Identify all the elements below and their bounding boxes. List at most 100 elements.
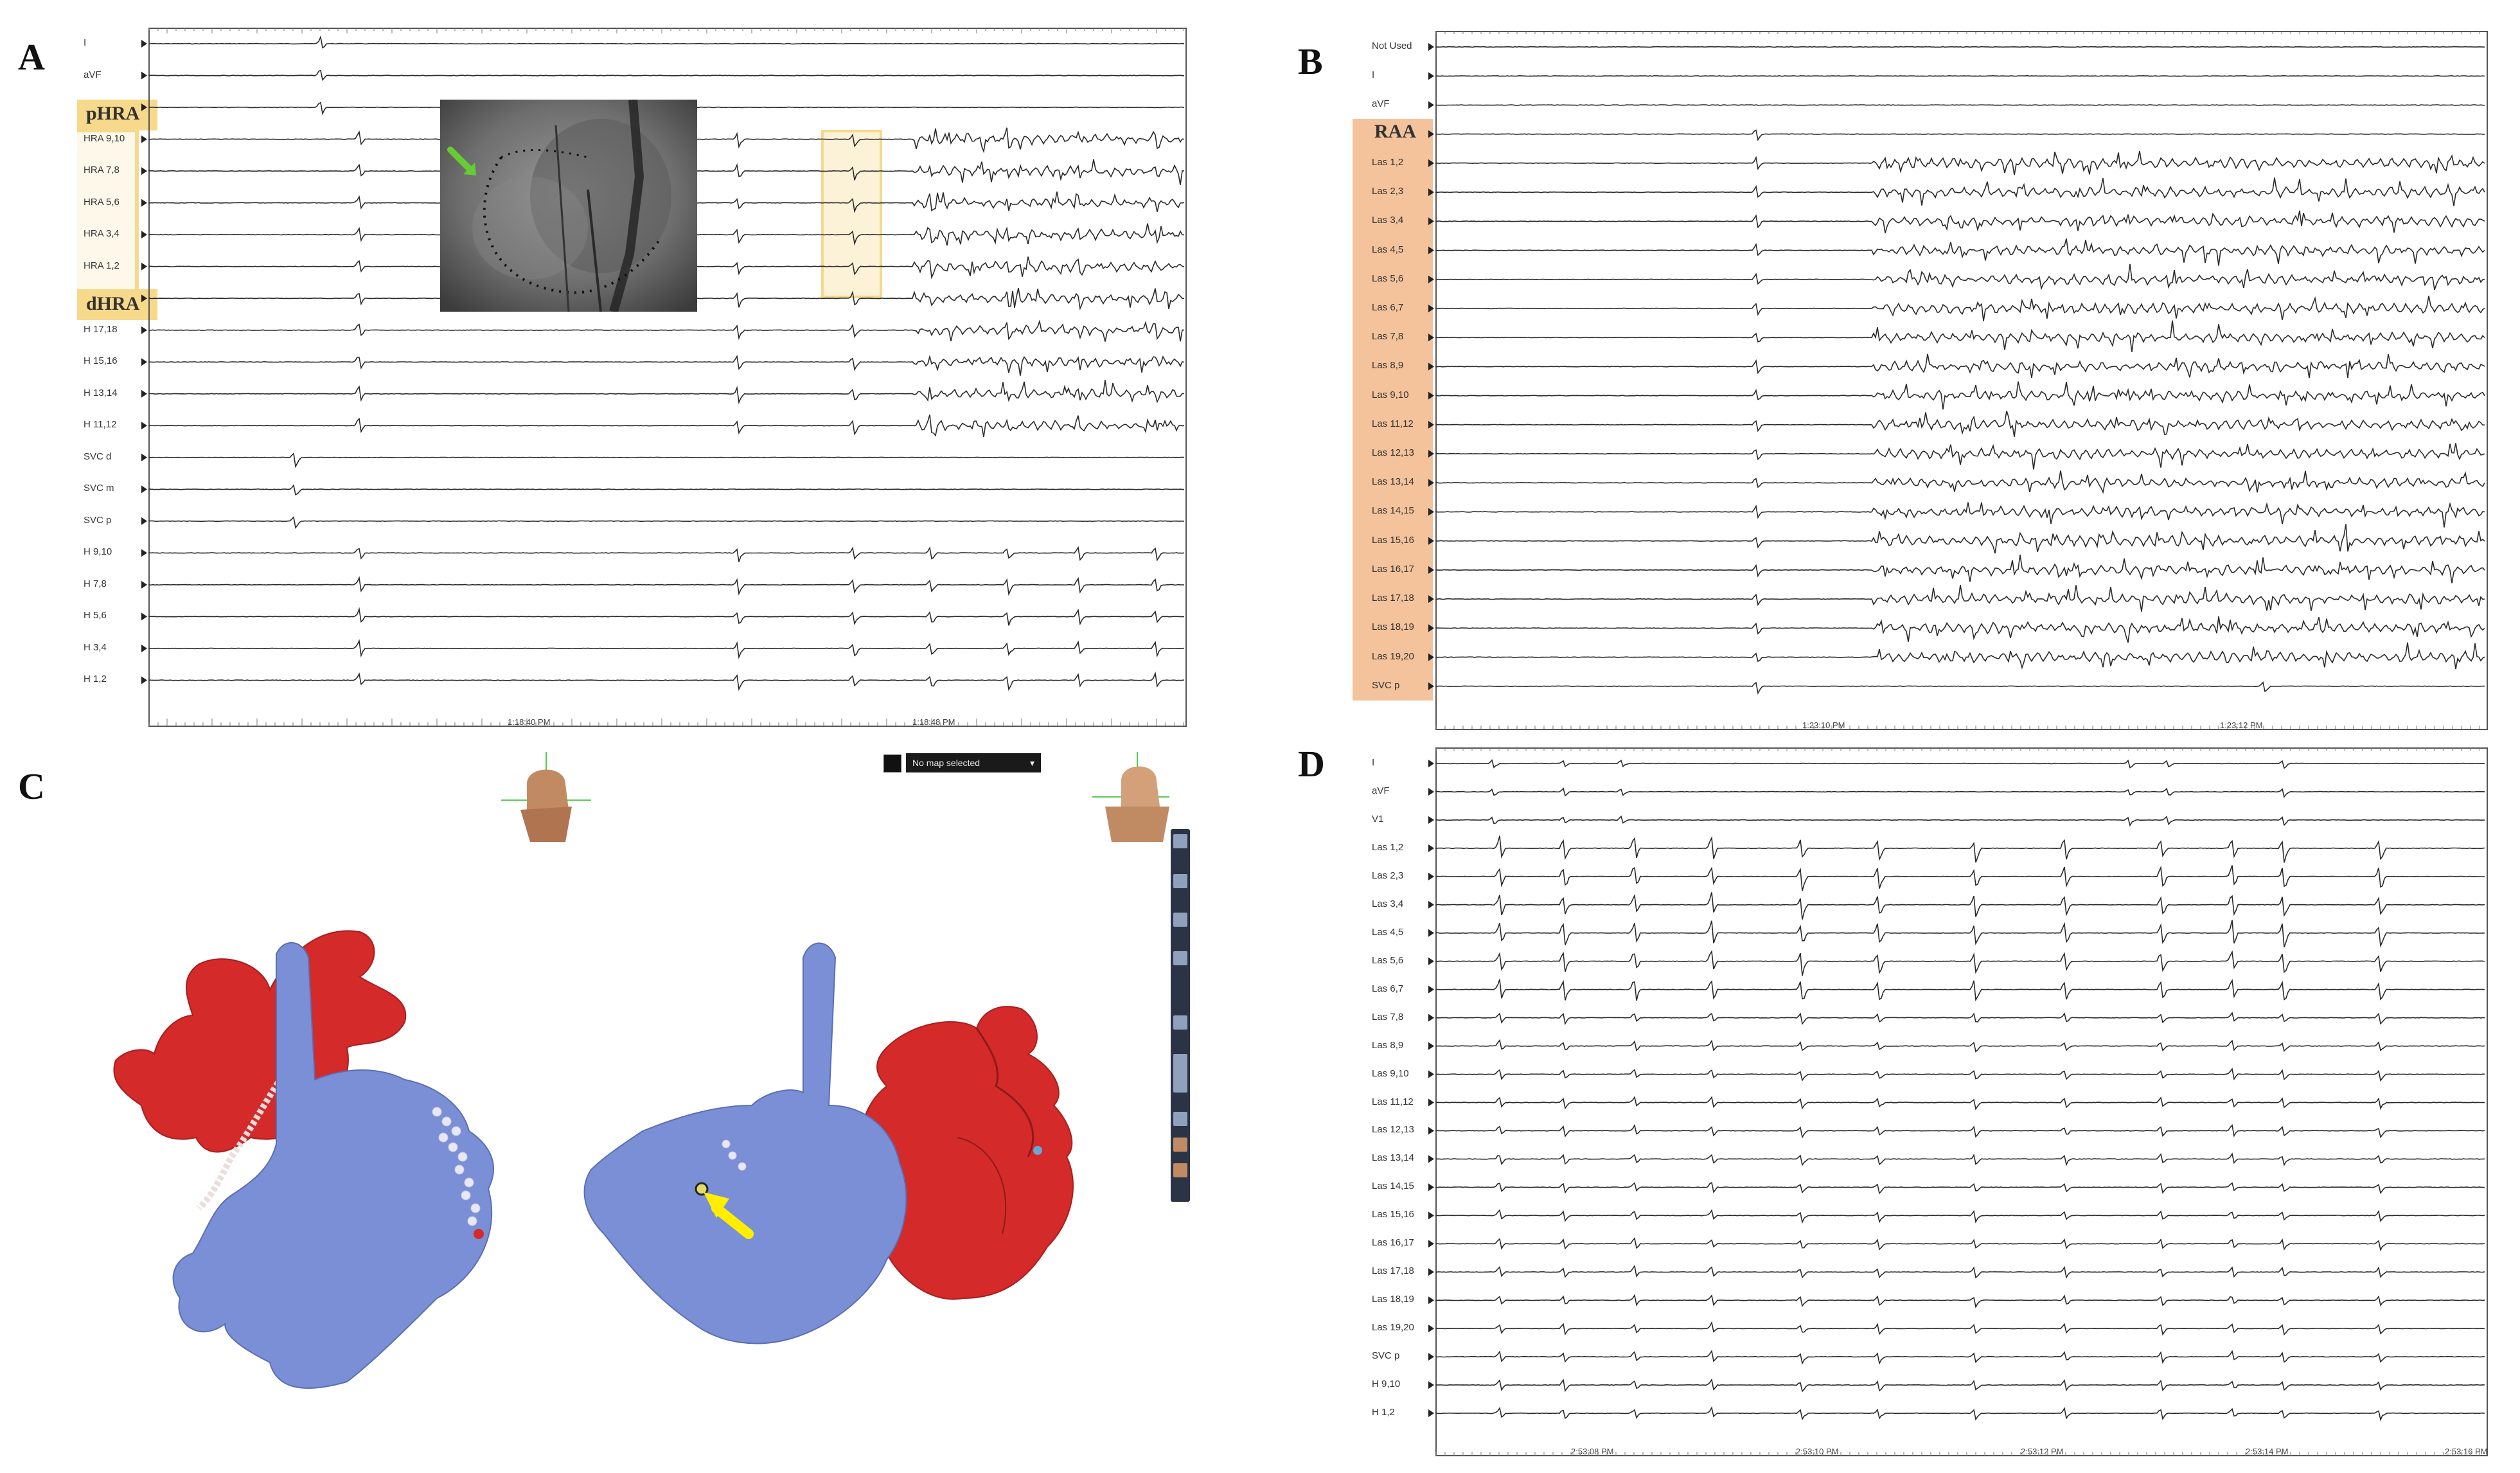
channel-marker[interactable] bbox=[1428, 682, 1434, 690]
electrogram-trace bbox=[1435, 616, 2485, 643]
channel-marker[interactable] bbox=[141, 135, 147, 143]
channel-marker[interactable] bbox=[1428, 1381, 1434, 1389]
channel-marker[interactable] bbox=[141, 453, 147, 461]
pan-tool-button[interactable] bbox=[1173, 913, 1187, 927]
channel-marker[interactable] bbox=[1428, 624, 1434, 632]
channel-marker[interactable] bbox=[1428, 246, 1434, 254]
view-tool-button[interactable] bbox=[1173, 1138, 1187, 1152]
map-select-dropdown[interactable]: No map selected ▾ bbox=[906, 753, 1041, 772]
time-label: 2:53:14 PM bbox=[2246, 1447, 2289, 1456]
channel-label: H 15,16 bbox=[84, 355, 118, 367]
channel-marker[interactable] bbox=[1428, 217, 1434, 226]
channel-marker[interactable] bbox=[1428, 1098, 1434, 1107]
channel-marker[interactable] bbox=[1428, 391, 1434, 400]
reset-view-button[interactable] bbox=[1173, 951, 1187, 965]
channel-marker[interactable] bbox=[1428, 1070, 1434, 1078]
display-tool-button[interactable] bbox=[1173, 1015, 1187, 1030]
channel-marker[interactable] bbox=[141, 580, 147, 589]
channel-marker[interactable] bbox=[1428, 1211, 1434, 1220]
channel-label: Not Used bbox=[1372, 40, 1412, 51]
tag-tool-button[interactable] bbox=[1173, 1112, 1187, 1126]
channel-marker[interactable] bbox=[1428, 479, 1434, 487]
channel-marker[interactable] bbox=[1428, 1127, 1434, 1135]
channel-marker[interactable] bbox=[1428, 957, 1434, 965]
time-label: 1:23:12 PM bbox=[2220, 720, 2263, 730]
view-tool-button-2[interactable] bbox=[1173, 1163, 1187, 1177]
channel-marker[interactable] bbox=[1428, 159, 1434, 167]
channel-marker[interactable] bbox=[141, 103, 147, 112]
channel-marker[interactable] bbox=[1428, 334, 1434, 342]
channel-marker[interactable] bbox=[1428, 566, 1434, 574]
channel-marker[interactable] bbox=[1428, 130, 1434, 138]
channel-marker[interactable] bbox=[1428, 929, 1434, 937]
channel-marker[interactable] bbox=[1428, 1268, 1434, 1276]
channel-marker[interactable] bbox=[1428, 275, 1434, 283]
electrogram-trace bbox=[1435, 1321, 2485, 1336]
channel-marker[interactable] bbox=[141, 262, 147, 271]
channel-label: Las 5,6 bbox=[1372, 272, 1404, 284]
channel-marker[interactable] bbox=[1428, 188, 1434, 197]
rotate-tool-button[interactable] bbox=[1173, 874, 1187, 888]
channel-marker[interactable] bbox=[1428, 1183, 1434, 1192]
channel-marker[interactable] bbox=[141, 422, 147, 430]
channel-marker[interactable] bbox=[1428, 1325, 1434, 1333]
channel-marker[interactable] bbox=[1428, 304, 1434, 312]
channel-marker[interactable] bbox=[1428, 1409, 1434, 1418]
channel-marker[interactable] bbox=[1428, 537, 1434, 545]
channel-marker[interactable] bbox=[141, 199, 147, 207]
time-label: 1:18:40 PM bbox=[508, 717, 551, 727]
channel-marker[interactable] bbox=[1428, 1155, 1434, 1163]
channel-label: Las 1,2 bbox=[1372, 841, 1404, 853]
channel-marker[interactable] bbox=[1428, 1042, 1434, 1050]
channel-marker[interactable] bbox=[141, 231, 147, 239]
channel-marker[interactable] bbox=[1428, 653, 1434, 661]
channel-marker[interactable] bbox=[141, 326, 147, 334]
channel-marker[interactable] bbox=[141, 612, 147, 621]
channel-marker[interactable] bbox=[141, 485, 147, 494]
channel-marker[interactable] bbox=[141, 549, 147, 557]
channel-marker[interactable] bbox=[1428, 900, 1434, 909]
channel-marker[interactable] bbox=[1428, 985, 1434, 994]
channel-marker[interactable] bbox=[141, 71, 147, 80]
channel-marker[interactable] bbox=[1428, 872, 1434, 880]
channel-marker[interactable] bbox=[141, 294, 147, 303]
channel-marker[interactable] bbox=[141, 517, 147, 525]
channel-marker[interactable] bbox=[1428, 1240, 1434, 1248]
channel-marker[interactable] bbox=[1428, 1296, 1434, 1305]
electrogram-trace bbox=[1435, 865, 2485, 891]
map-toggle-button[interactable] bbox=[883, 754, 901, 772]
channel-label: Las 9,10 bbox=[1372, 1067, 1409, 1079]
channel-marker[interactable] bbox=[1428, 816, 1434, 824]
channel-marker[interactable] bbox=[141, 40, 147, 48]
channel-marker[interactable] bbox=[141, 676, 147, 684]
electrogram-trace bbox=[1435, 1236, 2485, 1252]
channel-marker[interactable] bbox=[141, 389, 147, 398]
channel-marker[interactable] bbox=[1428, 595, 1434, 603]
channel-marker[interactable] bbox=[1428, 1353, 1434, 1361]
channel-marker[interactable] bbox=[1428, 101, 1434, 109]
channel-marker[interactable] bbox=[141, 644, 147, 652]
channel-marker[interactable] bbox=[1428, 72, 1434, 80]
opacity-slider[interactable] bbox=[1173, 1054, 1187, 1093]
channel-marker[interactable] bbox=[1428, 844, 1434, 852]
channel-marker[interactable] bbox=[1428, 787, 1434, 796]
channel-label: H 1,2 bbox=[1372, 1407, 1395, 1418]
hra-activation-highlight bbox=[821, 130, 882, 298]
channel-marker[interactable] bbox=[1428, 362, 1434, 371]
electrogram-trace bbox=[1435, 296, 2485, 321]
channel-label: Las 17,18 bbox=[1372, 1265, 1414, 1277]
electrogram-trace bbox=[1435, 1039, 2485, 1053]
channel-marker[interactable] bbox=[141, 358, 147, 366]
channel-marker[interactable] bbox=[1428, 760, 1434, 767]
channel-marker[interactable] bbox=[1428, 508, 1434, 516]
channel-marker[interactable] bbox=[1428, 1013, 1434, 1022]
zoom-tool-button[interactable] bbox=[1173, 834, 1187, 848]
channel-marker[interactable] bbox=[141, 167, 147, 175]
electrogram-trace bbox=[148, 576, 1184, 596]
channel-marker[interactable] bbox=[1428, 420, 1434, 429]
channel-marker[interactable] bbox=[1428, 450, 1434, 458]
channel-label: Las 6,7 bbox=[1372, 983, 1404, 994]
channel-marker[interactable] bbox=[1428, 43, 1434, 51]
panel-letter-d: D bbox=[1298, 743, 1325, 785]
panel-b-traces bbox=[1428, 31, 2488, 730]
